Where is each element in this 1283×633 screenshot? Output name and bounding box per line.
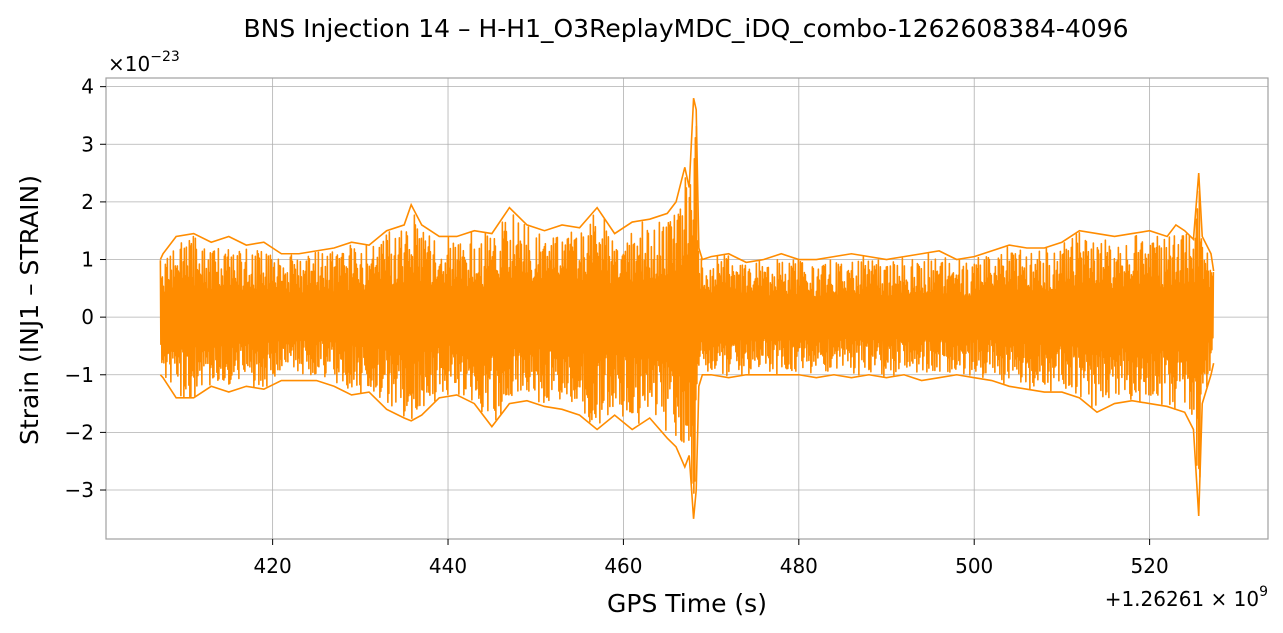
x-offset-base: +1.26261 × 10: [1105, 587, 1259, 611]
strain-upper-envelope: [159, 97, 1215, 272]
y-tick-label: 4: [81, 75, 94, 99]
y-tick-label: 0: [81, 305, 94, 329]
x-tick-label: 440: [429, 554, 467, 578]
y-tick-label: −2: [65, 420, 94, 444]
y-axis-label: Strain (INJ1 – STRAIN): [15, 175, 44, 445]
y-tick-label: 1: [81, 248, 94, 272]
x-offset-exponent: 9: [1259, 584, 1268, 600]
y-tick-label: −3: [65, 478, 94, 502]
y-scale-exponent: −23: [150, 49, 180, 65]
y-scale-multiplier: ×10−23: [108, 49, 180, 76]
plot-frame: [105, 77, 1269, 540]
x-tick-label: 480: [780, 554, 818, 578]
x-tick-label: 520: [1131, 554, 1169, 578]
x-axis-label: GPS Time (s): [607, 589, 767, 618]
strain-series-line: [159, 125, 1215, 494]
strain-lower-envelope: [159, 363, 1215, 519]
x-offset-label: +1.26261 × 109: [1105, 584, 1268, 611]
y-tick-label: −1: [65, 363, 94, 387]
y-tick-label: 3: [81, 132, 94, 156]
x-tick-label: 420: [254, 554, 292, 578]
y-tick-label: 2: [81, 190, 94, 214]
x-tick-label: 460: [604, 554, 642, 578]
data-series: [159, 97, 1215, 519]
y-scale-base: ×10: [108, 52, 150, 76]
chart-title: BNS Injection 14 – H-H1_O3ReplayMDC_iDQ_…: [243, 14, 1128, 43]
axis-ticks: 420 440 460 480 500 520 −3 −2 −1 0 1 2 3 4: [65, 75, 1169, 578]
x-tick-label: 500: [955, 554, 993, 578]
